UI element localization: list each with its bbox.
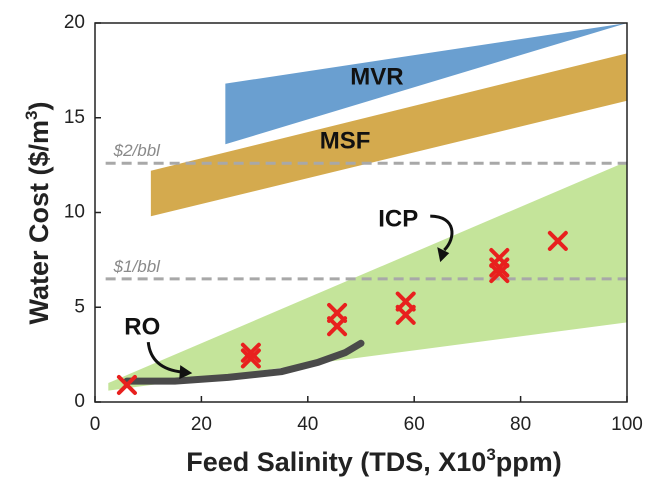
y-tick-label: 10: [64, 202, 85, 223]
reference-line-label: $2/bbl: [113, 141, 162, 160]
y-tick-label: 0: [74, 391, 85, 412]
icp-callout-arrowhead: [437, 247, 450, 263]
ticks-layer: 0 20 40 60 80 100 0 5 10 15 20: [64, 12, 643, 435]
data-point-stroke: [395, 304, 416, 325]
x-axis-title-main: Feed Salinity (TDS, X10: [186, 447, 486, 477]
x-tick-label: 20: [191, 414, 212, 435]
data-points-layer: [116, 230, 568, 395]
icp-band-label: ICP: [378, 205, 418, 232]
x-axis-title-superscript: 3: [486, 445, 495, 464]
y-tick-label: 5: [74, 296, 85, 317]
msf-band: [150, 53, 628, 217]
x-tick-label: 40: [297, 414, 318, 435]
data-point-stroke: [547, 230, 568, 251]
data-point: [547, 230, 568, 251]
x-axis-title-end: ppm): [496, 447, 562, 477]
ro-curve: [123, 339, 365, 385]
reference-line-label: $1/bbl: [113, 257, 162, 276]
y-axis-title-superscript: 3: [22, 111, 41, 120]
x-tick-label: 100: [611, 414, 643, 435]
icp-callout-arrow: [430, 214, 454, 252]
ro-callout-arrow: [146, 341, 183, 374]
data-point-stroke: [489, 263, 510, 284]
ro-curve-layer: RO: [123, 313, 365, 385]
ro-callout-arrowhead: [179, 365, 193, 380]
data-point-stroke: [116, 374, 137, 395]
y-axis-title-end: ): [24, 102, 54, 111]
icp-band: [108, 161, 628, 391]
bands-layer: MVR MSF ICP: [108, 23, 628, 391]
y-tick-label: 15: [64, 107, 85, 128]
data-point-stroke: [240, 342, 261, 363]
data-point: [489, 263, 510, 284]
ro-curve-label: RO: [124, 313, 160, 340]
data-point: [240, 342, 261, 363]
data-point-stroke: [327, 316, 348, 337]
y-axis-title-main: Water Cost ($/m: [24, 120, 54, 325]
data-point: [240, 348, 261, 369]
data-point: [489, 257, 510, 278]
data-point: [327, 316, 348, 337]
data-point: [395, 304, 416, 325]
y-tick-label: 20: [64, 12, 85, 33]
x-axis-title: Feed Salinity (TDS, X103ppm): [186, 445, 562, 477]
data-point: [116, 374, 137, 395]
x-tick-label: 80: [510, 414, 531, 435]
x-tick-label: 0: [90, 414, 101, 435]
data-point-stroke: [489, 257, 510, 278]
mvr-band-label: MVR: [350, 63, 403, 90]
data-point-stroke: [240, 348, 261, 369]
mvr-band: [225, 23, 627, 145]
msf-band-label: MSF: [320, 128, 371, 155]
reference-lines-layer: $2/bbl $1/bbl: [105, 141, 627, 281]
x-tick-label: 60: [404, 414, 425, 435]
y-axis-title: Water Cost ($/m3): [22, 102, 54, 325]
